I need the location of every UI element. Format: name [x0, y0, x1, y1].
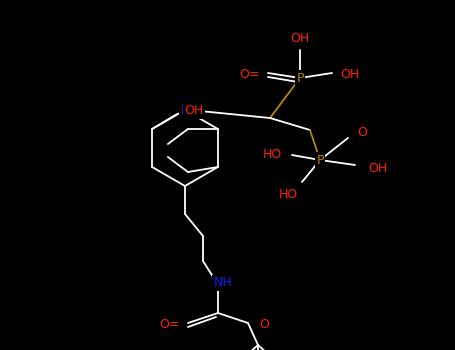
Text: O=: O=: [160, 318, 180, 331]
Text: P: P: [296, 71, 304, 84]
Text: O: O: [357, 126, 367, 139]
Text: NH: NH: [214, 276, 233, 289]
Text: HO: HO: [263, 148, 282, 161]
Text: P: P: [316, 154, 324, 167]
Text: O: O: [259, 318, 269, 331]
Text: OH: OH: [340, 69, 359, 82]
Text: O=: O=: [240, 69, 260, 82]
Text: HO: HO: [278, 189, 298, 202]
Text: OH: OH: [369, 161, 388, 175]
Text: N: N: [180, 104, 190, 117]
Text: OH: OH: [184, 105, 204, 118]
Text: OH: OH: [290, 32, 309, 44]
